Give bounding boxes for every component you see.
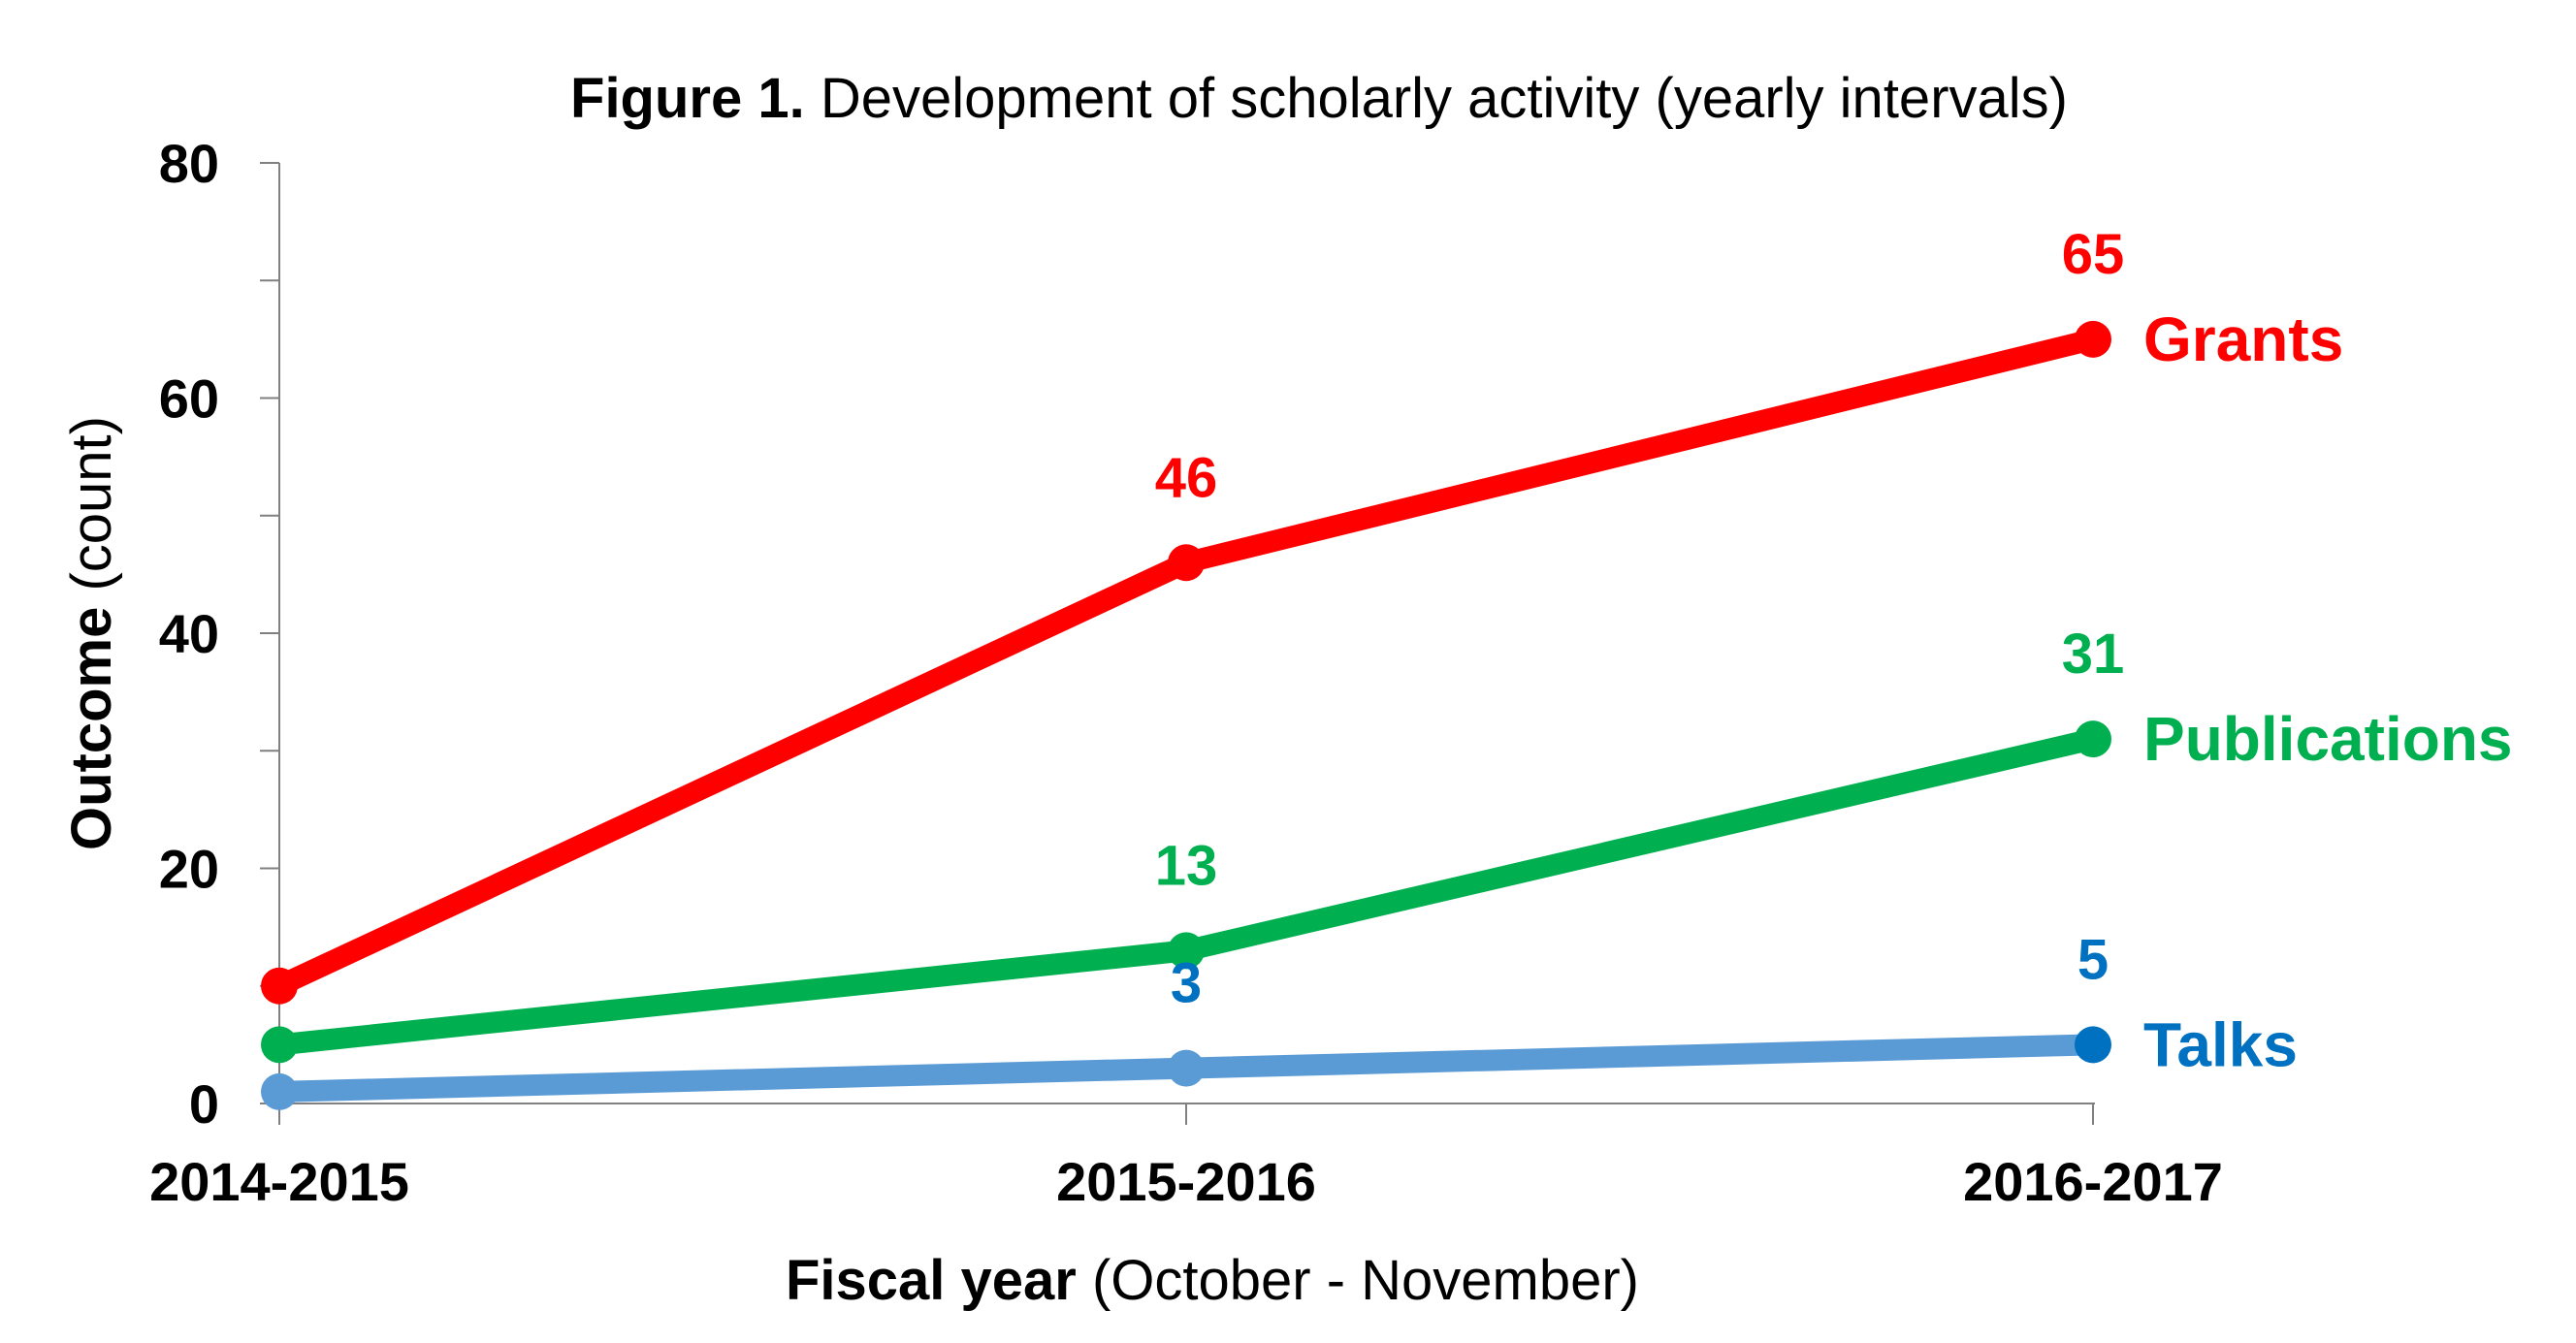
x-tick-label: 2016-2017 bbox=[1963, 1151, 2223, 1212]
x-ticks: 2014-2015 2015-2016 2016-2017 bbox=[149, 1103, 2223, 1212]
series-name-talks: Talks bbox=[2143, 1009, 2298, 1079]
data-point-publications bbox=[2075, 720, 2111, 758]
data-label-publications: 13 bbox=[1155, 834, 1218, 897]
chart-title-rest: Development of scholarly activity (yearl… bbox=[805, 67, 2068, 130]
y-tick-label: 60 bbox=[159, 368, 219, 430]
data-label-grants: 65 bbox=[2062, 223, 2125, 286]
series-layer: 46 65 Grants 13 31 Publications 3 5 Talks bbox=[261, 223, 2513, 1110]
x-axis-label-rest: (October - November) bbox=[1077, 1249, 1639, 1312]
series-talks: 3 5 Talks bbox=[261, 928, 2298, 1110]
data-point-grants bbox=[1168, 544, 1205, 582]
y-axis-label-bold: Outcome bbox=[60, 607, 123, 850]
series-name-grants: Grants bbox=[2143, 304, 2343, 374]
x-axis-label-bold: Fiscal year bbox=[786, 1249, 1077, 1312]
data-point-publications bbox=[1168, 932, 1205, 970]
y-tick-label: 0 bbox=[189, 1073, 219, 1135]
data-point-grants bbox=[2075, 320, 2111, 358]
data-point-talks bbox=[261, 1072, 298, 1110]
data-label-publications: 31 bbox=[2062, 623, 2125, 686]
data-label-grants: 46 bbox=[1155, 446, 1218, 509]
x-tick-label: 2014-2015 bbox=[149, 1151, 409, 1212]
data-label-talks: 3 bbox=[1171, 952, 1202, 1015]
chart-title: Figure 1. Development of scholarly activ… bbox=[570, 67, 2068, 130]
x-axis-label: Fiscal year (October - November) bbox=[786, 1249, 1639, 1312]
series-publications: 13 31 Publications bbox=[261, 623, 2513, 1064]
y-axis-label-rest: (count) bbox=[60, 416, 123, 607]
series-grants: 46 65 Grants bbox=[261, 223, 2343, 1005]
data-point-publications bbox=[261, 1026, 298, 1064]
y-tick-label: 80 bbox=[159, 133, 219, 194]
chart-title-bold: Figure 1. bbox=[570, 67, 805, 130]
series-name-publications: Publications bbox=[2143, 704, 2513, 774]
x-axis: 2014-2015 2015-2016 2016-2017 bbox=[149, 1103, 2223, 1212]
data-point-grants bbox=[261, 967, 298, 1005]
data-point-talks bbox=[1168, 1049, 1205, 1087]
x-tick-label: 2015-2016 bbox=[1056, 1151, 1316, 1212]
y-tick-label: 20 bbox=[159, 839, 219, 900]
data-label-talks: 5 bbox=[2077, 928, 2109, 991]
y-ticks: 0 20 40 60 80 bbox=[159, 133, 279, 1135]
y-axis-label: Outcome (count) bbox=[60, 416, 123, 850]
y-axis: 0 20 40 60 80 bbox=[159, 133, 280, 1135]
data-point-talks bbox=[2075, 1026, 2111, 1064]
y-tick-label: 40 bbox=[159, 603, 219, 664]
